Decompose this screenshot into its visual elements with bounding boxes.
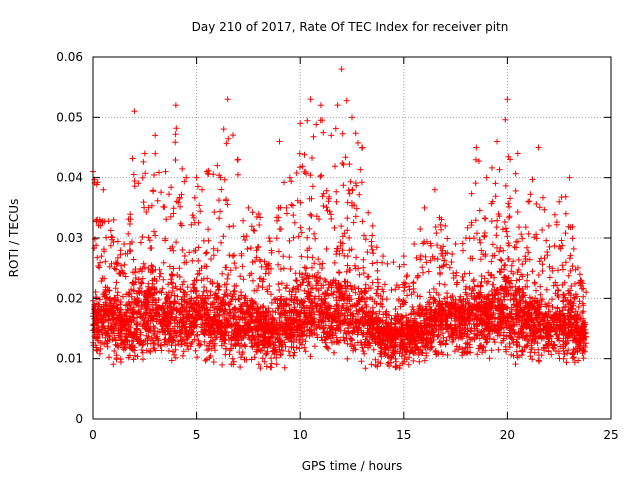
data-point-peak — [214, 162, 221, 169]
data-point-peak — [224, 96, 231, 103]
y-tick-label: 0.06 — [56, 50, 83, 64]
data-point-peak — [566, 174, 573, 181]
data-point-peak — [431, 186, 438, 193]
data-point-peak — [494, 138, 501, 145]
data-point-peak — [152, 132, 159, 139]
data-point-peak — [556, 198, 563, 205]
y-tick-label: 0.01 — [56, 352, 83, 366]
data-point-peak — [110, 216, 117, 223]
y-tick-label: 0 — [75, 412, 83, 426]
y-tick-label: 0.05 — [56, 110, 83, 124]
y-tick-label: 0.04 — [56, 171, 83, 185]
data-point-peak — [307, 96, 314, 103]
data-point-peak — [583, 289, 590, 296]
y-tick-label: 0.03 — [56, 231, 83, 245]
data-point-peak — [452, 241, 459, 248]
data-point-peak — [442, 222, 449, 229]
data-point-peak — [193, 174, 200, 181]
data-point-peak — [255, 210, 262, 217]
data-point-peak — [328, 132, 335, 139]
y-tick-label: 0.02 — [56, 291, 83, 305]
y-axis-label: ROTI / TECUs — [7, 199, 21, 278]
data-point-peak — [131, 108, 138, 115]
data-point-peak — [245, 204, 252, 211]
data-point-peak — [380, 253, 387, 260]
data-point-peak — [317, 102, 324, 109]
data-point-peak — [297, 120, 304, 127]
data-point-peak — [576, 271, 583, 278]
data-points-scatter — [90, 97, 589, 372]
data-point-peak — [349, 114, 355, 121]
data-point-peak — [421, 204, 428, 211]
x-tick-label: 25 — [603, 428, 618, 442]
x-tick-label: 10 — [293, 428, 308, 442]
data-point-peak — [338, 66, 345, 73]
x-tick-label: 15 — [396, 428, 411, 442]
data-point-peak — [121, 241, 128, 248]
data-point-peak — [545, 222, 552, 229]
data-point-peak — [162, 168, 169, 175]
data-point-peak — [266, 235, 273, 241]
chart-title: Day 210 of 2017, Rate Of TEC Index for r… — [192, 20, 509, 34]
data-point-peak — [535, 144, 542, 151]
data-point-peak — [369, 222, 376, 229]
x-tick-label: 0 — [89, 428, 97, 442]
axis-ticks-layer: 0 5 10 15 20 25 0 0.01 0.02 0.03 0.04 0.05 0.06 — [56, 50, 618, 442]
data-point-peak — [514, 150, 521, 157]
data-point-peak — [390, 259, 397, 266]
x-tick-label: 5 — [193, 428, 201, 442]
data-point-peak — [183, 174, 190, 181]
data-point-peak — [141, 150, 148, 157]
x-axis-label: GPS time / hours — [302, 459, 403, 473]
data-point-peak — [286, 174, 293, 181]
data-point-peak — [411, 241, 418, 248]
data-point-peak — [483, 174, 490, 181]
data-points-layer — [90, 66, 590, 372]
data-point-peak — [473, 144, 480, 151]
data-point-peak — [400, 253, 407, 260]
x-tick-label: 20 — [500, 428, 515, 442]
data-point-peak — [172, 102, 179, 109]
data-point-peak — [504, 96, 511, 103]
data-point-peak — [100, 186, 107, 193]
data-point-peak — [276, 138, 283, 145]
